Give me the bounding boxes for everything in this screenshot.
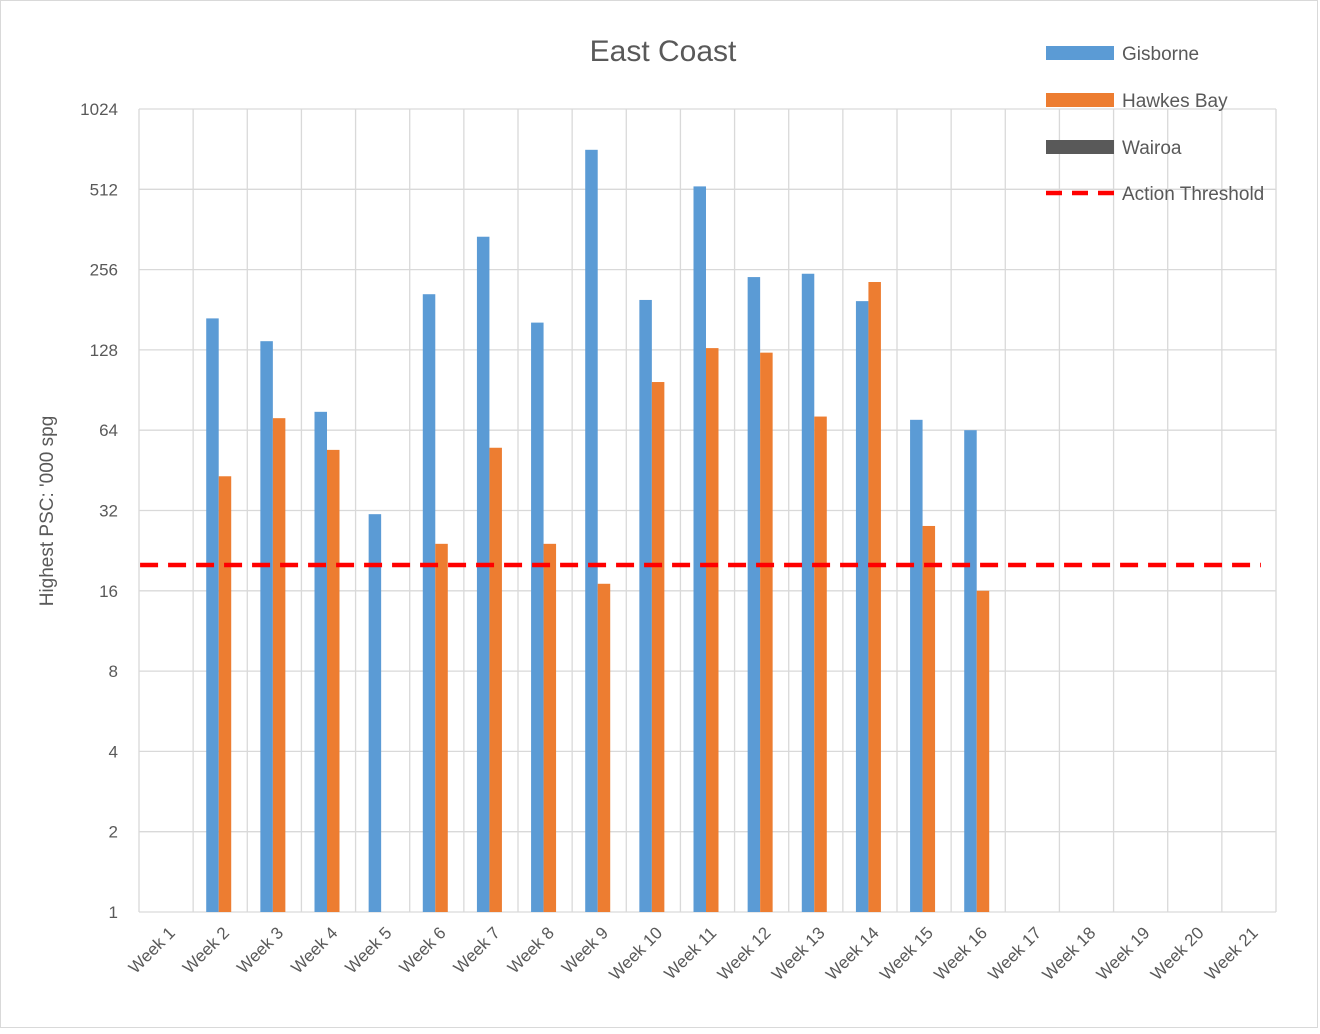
legend-label-hawkes-bay: Hawkes Bay bbox=[1122, 91, 1228, 112]
y-tick-labels: 1 2 4 8 16 32 64 128 256 512 1024 bbox=[80, 100, 118, 922]
legend-label-gisborne: Gisborne bbox=[1122, 44, 1199, 65]
x-tick-label: Week 14 bbox=[822, 923, 883, 984]
x-tick-label: Week 5 bbox=[341, 923, 395, 977]
bar-hawkes-bay bbox=[868, 282, 881, 912]
y-axis-label: Highest PSC: '000 spg bbox=[37, 416, 58, 607]
bar-gisborne bbox=[585, 149, 598, 912]
x-tick-label: Week 18 bbox=[1039, 923, 1100, 984]
bar-gisborne bbox=[314, 411, 327, 912]
bar-hawkes-bay bbox=[706, 348, 719, 912]
x-tick-label: Week 13 bbox=[768, 923, 829, 984]
bar-hawkes-bay bbox=[651, 382, 665, 913]
bar-hawkes-bay bbox=[543, 543, 557, 912]
x-tick-label: Week 10 bbox=[606, 923, 667, 984]
x-tick-label: Week 3 bbox=[233, 923, 287, 977]
bar-gisborne bbox=[910, 419, 923, 912]
x-tick-label: Week 1 bbox=[125, 923, 179, 977]
bar-gisborne bbox=[206, 318, 219, 912]
x-tick-label: Week 12 bbox=[714, 923, 775, 984]
y-tick-label: 8 bbox=[109, 662, 118, 681]
y-tick-label: 16 bbox=[99, 582, 118, 601]
y-tick-label: 256 bbox=[90, 261, 118, 280]
x-tick-label: Week 2 bbox=[179, 923, 233, 977]
bar-gisborne bbox=[368, 514, 382, 912]
bar-gisborne bbox=[476, 236, 490, 913]
legend: Gisborne Hawkes Bay Wairoa Action Threshold bbox=[1046, 44, 1264, 205]
bar-gisborne bbox=[855, 301, 869, 913]
bar-hawkes-bay bbox=[760, 352, 773, 912]
bar-gisborne bbox=[801, 273, 815, 913]
x-tick-label: Week 6 bbox=[396, 923, 450, 977]
legend-swatch-gisborne bbox=[1046, 46, 1114, 60]
y-tick-label: 1 bbox=[109, 903, 118, 922]
bar-gisborne bbox=[964, 430, 977, 912]
bar-hawkes-bay bbox=[976, 590, 990, 912]
x-tick-label: Week 7 bbox=[450, 923, 504, 977]
x-tick-label: Week 8 bbox=[504, 923, 558, 977]
legend-swatch-wairoa bbox=[1046, 140, 1114, 154]
x-tick-label: Week 19 bbox=[1093, 923, 1154, 984]
legend-swatch-hawkes-bay bbox=[1046, 93, 1114, 107]
x-tick-label: Week 16 bbox=[930, 923, 991, 984]
bar-gisborne bbox=[422, 294, 436, 912]
bar-gisborne bbox=[747, 277, 761, 913]
x-tick-label: Week 21 bbox=[1201, 923, 1262, 984]
bar-gisborne bbox=[531, 322, 544, 912]
bars-layer bbox=[206, 149, 990, 913]
bar-gisborne bbox=[639, 299, 652, 913]
bar-hawkes-bay bbox=[327, 449, 340, 912]
y-tick-label: 128 bbox=[90, 341, 118, 360]
bar-hawkes-bay bbox=[814, 416, 827, 912]
y-tick-label: 4 bbox=[109, 742, 118, 761]
y-tick-label: 1024 bbox=[80, 100, 118, 119]
x-tick-labels: Week 1 Week 2 Week 3 Week 4 Week 5 Week 6 Week… bbox=[125, 923, 1262, 984]
x-tick-label: Week 17 bbox=[985, 923, 1046, 984]
bar-hawkes-bay bbox=[218, 476, 232, 912]
x-tick-label: Week 20 bbox=[1147, 923, 1208, 984]
legend-label-action-threshold: Action Threshold bbox=[1122, 184, 1264, 205]
x-tick-label: Week 9 bbox=[558, 923, 612, 977]
y-tick-label: 512 bbox=[90, 180, 118, 199]
y-tick-label: 2 bbox=[109, 823, 118, 842]
bar-hawkes-bay bbox=[597, 583, 611, 912]
bar-gisborne bbox=[260, 341, 273, 912]
chart-title: East Coast bbox=[590, 35, 737, 68]
x-tick-label: Week 4 bbox=[287, 923, 341, 977]
x-tick-label: Week 11 bbox=[661, 923, 721, 983]
y-tick-label: 32 bbox=[99, 502, 118, 521]
bar-gisborne bbox=[693, 186, 706, 912]
y-tick-label: 64 bbox=[99, 421, 118, 440]
bar-hawkes-bay bbox=[435, 543, 448, 912]
bar-hawkes-bay bbox=[489, 447, 502, 912]
legend-label-wairoa: Wairoa bbox=[1122, 138, 1182, 159]
x-tick-label: Week 15 bbox=[876, 923, 937, 984]
bar-hawkes-bay bbox=[272, 418, 286, 912]
bar-hawkes-bay bbox=[922, 525, 936, 912]
